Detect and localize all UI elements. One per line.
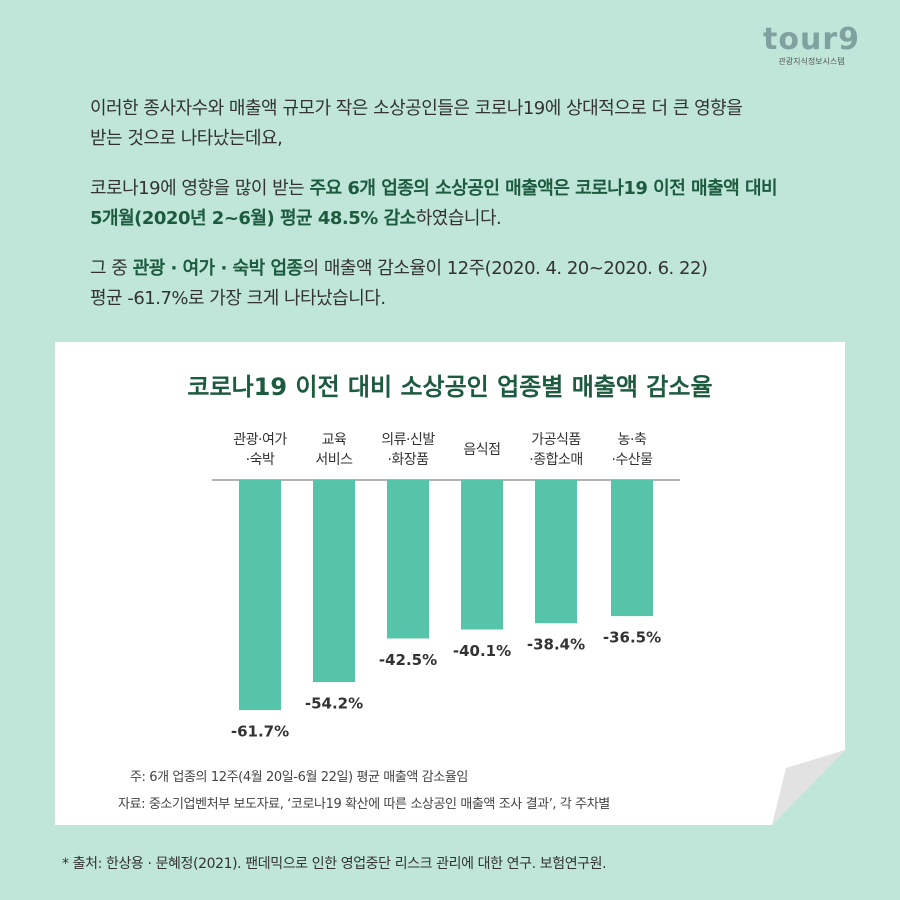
intro: 이러한 종사자수와 매출액 규모가 작은 소상공인들은 코로나19에 상대적으로… <box>90 94 778 314</box>
intro-line: 평균 -61.7%로 가장 크게 나타났습니다. <box>90 284 777 314</box>
intro-line: 코로나19에 영향을 많이 받는 주요 6개 업종의 소상공인 매출액은 코로나… <box>90 174 778 204</box>
logo-name: tour9 <box>763 22 860 57</box>
bar <box>313 480 355 683</box>
intro-text: 하였습니다. <box>415 208 502 229</box>
footer: * 출처: 한상용 · 문혜정(2021). 팬데믹으로 인한 영업중단 리스크… <box>62 856 607 872</box>
value-label: -38.4% <box>527 636 585 654</box>
bar <box>611 480 653 617</box>
x-tick-label: 교육 서비스 <box>315 432 353 468</box>
intro-text: 받는 것으로 나타났는데요, <box>90 128 283 149</box>
logo-subtitle: 관광지식정보시스템 <box>778 57 845 66</box>
value-label: -36.5% <box>603 629 661 647</box>
intro-text: 이러한 종사자수와 매출액 규모가 작은 소상공인들은 코로나19에 상대적으로… <box>90 98 743 119</box>
card <box>55 342 845 825</box>
intro-bold: 관광 · 여가 · 숙박 업종 <box>132 258 304 279</box>
note: 자료: 중소기업벤처부 보도자료, ‘코로나19 확산에 따른 소상공인 매출액… <box>118 797 610 812</box>
bar <box>387 480 429 639</box>
intro-text: 평균 -61.7%로 가장 크게 나타났습니다. <box>90 288 386 309</box>
intro-text: 의 매출액 감소율이 12주(2020. 4. 20~2020. 6. 22) <box>302 258 708 279</box>
intro-line: 받는 것으로 나타났는데요, <box>90 124 777 154</box>
intro-line: 5개월(2020년 2~6월) 평균 48.5% 감소하였습니다. <box>90 204 777 234</box>
note: 주: 6개 업종의 12주(4월 20일-6월 22일) 평균 매출액 감소율임 <box>130 770 468 785</box>
chart-title: 코로나19 이전 대비 소상공인 업종별 매출액 감소율 <box>187 373 712 401</box>
intro-bold: 5개월(2020년 2~6월) 평균 48.5% 감소 <box>90 208 416 229</box>
x-tick-label: 가공식품 ·종합소매 <box>529 432 583 468</box>
value-label: -40.1% <box>453 642 511 660</box>
intro-text: 코로나19에 영향을 많이 받는 <box>90 178 310 199</box>
intro-bold: 주요 6개 업종의 소상공인 매출액은 코로나19 이전 매출액 대비 <box>309 178 778 199</box>
x-tick-label: 의류·신발 ·화장품 <box>381 432 435 468</box>
x-tick-label: 농·축 ·수산물 <box>611 432 653 468</box>
bar <box>461 480 503 630</box>
x-tick-label: 관광·여가 ·숙박 <box>233 432 287 468</box>
value-label: -42.5% <box>379 651 437 669</box>
bar <box>535 480 577 624</box>
bar <box>239 480 281 711</box>
value-label: -54.2% <box>305 695 363 713</box>
logo: tour9 관광지식정보시스템 <box>763 24 860 67</box>
intro-line: 그 중 관광 · 여가 · 숙박 업종의 매출액 감소율이 12주(2020. … <box>90 254 777 284</box>
x-tick-label: 음식점 <box>463 442 501 458</box>
card-fold <box>772 750 845 825</box>
intro-line: 이러한 종사자수와 매출액 규모가 작은 소상공인들은 코로나19에 상대적으로… <box>90 94 777 124</box>
value-label: -61.7% <box>231 723 289 741</box>
intro-text: 그 중 <box>90 258 133 279</box>
